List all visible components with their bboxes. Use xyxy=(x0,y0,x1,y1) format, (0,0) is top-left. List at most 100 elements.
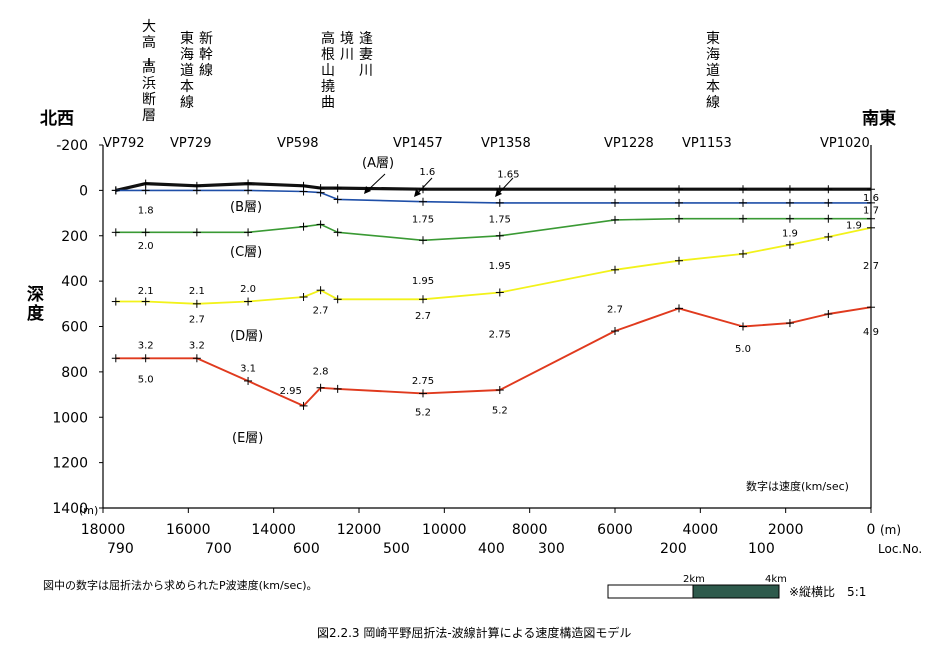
y-tick-label: 1200 xyxy=(52,456,88,472)
velocity-label: 2.75 xyxy=(412,376,434,387)
plot-frame xyxy=(99,144,872,599)
structure-label-char: 本 xyxy=(706,79,720,95)
structure-label-char: 線 xyxy=(706,95,720,111)
velocity-label: 1.9 xyxy=(846,220,862,231)
structure-label-char: 海 xyxy=(706,47,720,63)
velocity-label: 5.0 xyxy=(735,344,751,355)
y-unit: (m) xyxy=(79,504,98,517)
structure-label-char: 道 xyxy=(706,63,720,79)
legend-speed: 数字は速度(km/sec) xyxy=(746,479,849,493)
velocity-label: 5.0 xyxy=(138,375,154,386)
layer-label: (A層) xyxy=(362,156,394,171)
velocity-label: 5.2 xyxy=(492,405,508,416)
vp-label: VP792 xyxy=(103,136,145,151)
loc-tick-label: 400 xyxy=(478,541,505,557)
loc-tick-label: 700 xyxy=(205,541,232,557)
velocity-label: 1.6 xyxy=(863,193,879,204)
layer-label: (C層) xyxy=(230,245,262,260)
loc-tick-label: 200 xyxy=(660,541,687,557)
loc-tick-label: 500 xyxy=(383,541,410,557)
velocity-label: 2.7 xyxy=(313,305,329,316)
structure-label-char: 高 xyxy=(321,30,335,47)
note: 図中の数字は屈折法から求められたP波速度(km/sec)。 xyxy=(43,578,318,592)
x-tick-label: 18000 xyxy=(81,522,126,538)
y-axis-label-char: 度 xyxy=(27,303,45,324)
x-unit: (m) xyxy=(880,523,901,537)
scale-bar-dark xyxy=(692,584,780,599)
velocity-label: 3.2 xyxy=(189,341,205,352)
structure-label-char: 海 xyxy=(180,47,194,63)
vp-label: VP1457 xyxy=(393,136,443,151)
arrow-head xyxy=(495,189,502,197)
direction-right: 南東 xyxy=(862,108,896,129)
structure-label-char: 撓 xyxy=(321,79,335,95)
y-axis-label-char: 深 xyxy=(27,284,44,305)
structure-label-char: 妻 xyxy=(359,47,373,63)
velocity-label: 2.75 xyxy=(489,329,511,340)
structure-label-char: 浜 xyxy=(142,76,156,92)
velocity-label: 2.0 xyxy=(138,241,154,252)
velocity-label: 2.1 xyxy=(138,286,154,297)
loc-label: Loc.No. xyxy=(878,542,922,556)
structure-label-char: 曲 xyxy=(321,95,335,111)
structure-label-char: 高 xyxy=(142,34,156,51)
structure-label-char: 東 xyxy=(706,31,720,47)
arrow-a-layer xyxy=(365,173,386,193)
vp-label: VP729 xyxy=(170,136,212,151)
velocity-label: 1.65 xyxy=(497,169,519,180)
velocity-label: 1.8 xyxy=(138,206,154,217)
vp-label: VP1228 xyxy=(604,136,654,151)
structure-label-char: 大 xyxy=(142,19,156,35)
structure-label-char: 線 xyxy=(180,95,194,111)
vp-label: VP1358 xyxy=(481,136,531,151)
structure-label-char: 川 xyxy=(359,63,373,79)
x-tick-label: 8000 xyxy=(512,522,548,538)
x-tick-label: 14000 xyxy=(251,522,296,538)
series-line xyxy=(115,306,872,407)
velocity-label: 5.2 xyxy=(415,408,431,419)
structure-label-char: 幹 xyxy=(199,46,213,63)
velocity-label: 1.75 xyxy=(412,215,434,226)
structure-label-char: 層 xyxy=(142,108,156,124)
velocity-label: 1.75 xyxy=(489,215,511,226)
scale-bar-white xyxy=(607,584,694,599)
structure-label-char: 断 xyxy=(142,92,156,108)
velocity-label: 2.8 xyxy=(313,367,329,378)
structure-label-char: 山 xyxy=(321,63,335,79)
arrow-head xyxy=(364,186,371,194)
x-tick-label: 0 xyxy=(867,522,876,538)
velocity-label: 2.1 xyxy=(189,286,205,297)
direction-left: 北西 xyxy=(40,109,74,129)
structure-label-char: 高 xyxy=(142,59,156,76)
x-tick-label: 6000 xyxy=(597,522,633,538)
y-tick-label: 1400 xyxy=(52,501,88,517)
velocity-label: 1.95 xyxy=(412,276,434,287)
structure-label-char: 東 xyxy=(180,31,194,47)
y-tick-label: 0 xyxy=(79,183,88,199)
y-tick-label: 400 xyxy=(61,274,88,290)
x-tick-label: 16000 xyxy=(166,522,211,538)
vp-label: VP1020 xyxy=(820,136,870,151)
x-tick-label: 12000 xyxy=(337,522,382,538)
layer-label: (D層) xyxy=(230,329,263,344)
velocity-label: 1.7 xyxy=(863,206,879,217)
figure-caption: 図2.2.3 岡崎平野屈折法-波線計算による速度構造図モデル xyxy=(317,625,631,640)
velocity-label: 2.0 xyxy=(240,284,256,295)
series-line xyxy=(115,182,871,192)
loc-tick-label: 790 xyxy=(107,541,134,557)
data-series xyxy=(111,179,875,410)
velocity-label: 2.7 xyxy=(863,261,879,272)
velocity-label: 2.7 xyxy=(189,315,205,326)
velocity-label: 1.95 xyxy=(489,261,511,272)
arrow-head xyxy=(414,189,421,197)
velocity-label: 2.95 xyxy=(280,386,302,397)
velocity-label: 1.6 xyxy=(419,167,435,178)
structure-label-char: 道 xyxy=(180,63,194,79)
layer-label: (E層) xyxy=(232,431,263,446)
loc-tick-label: 100 xyxy=(748,541,775,557)
vp-label: VP1153 xyxy=(682,136,732,151)
structure-label-char: 新 xyxy=(199,31,213,47)
velocity-label: 1.9 xyxy=(782,228,798,239)
y-tick-label: 200 xyxy=(61,229,88,245)
